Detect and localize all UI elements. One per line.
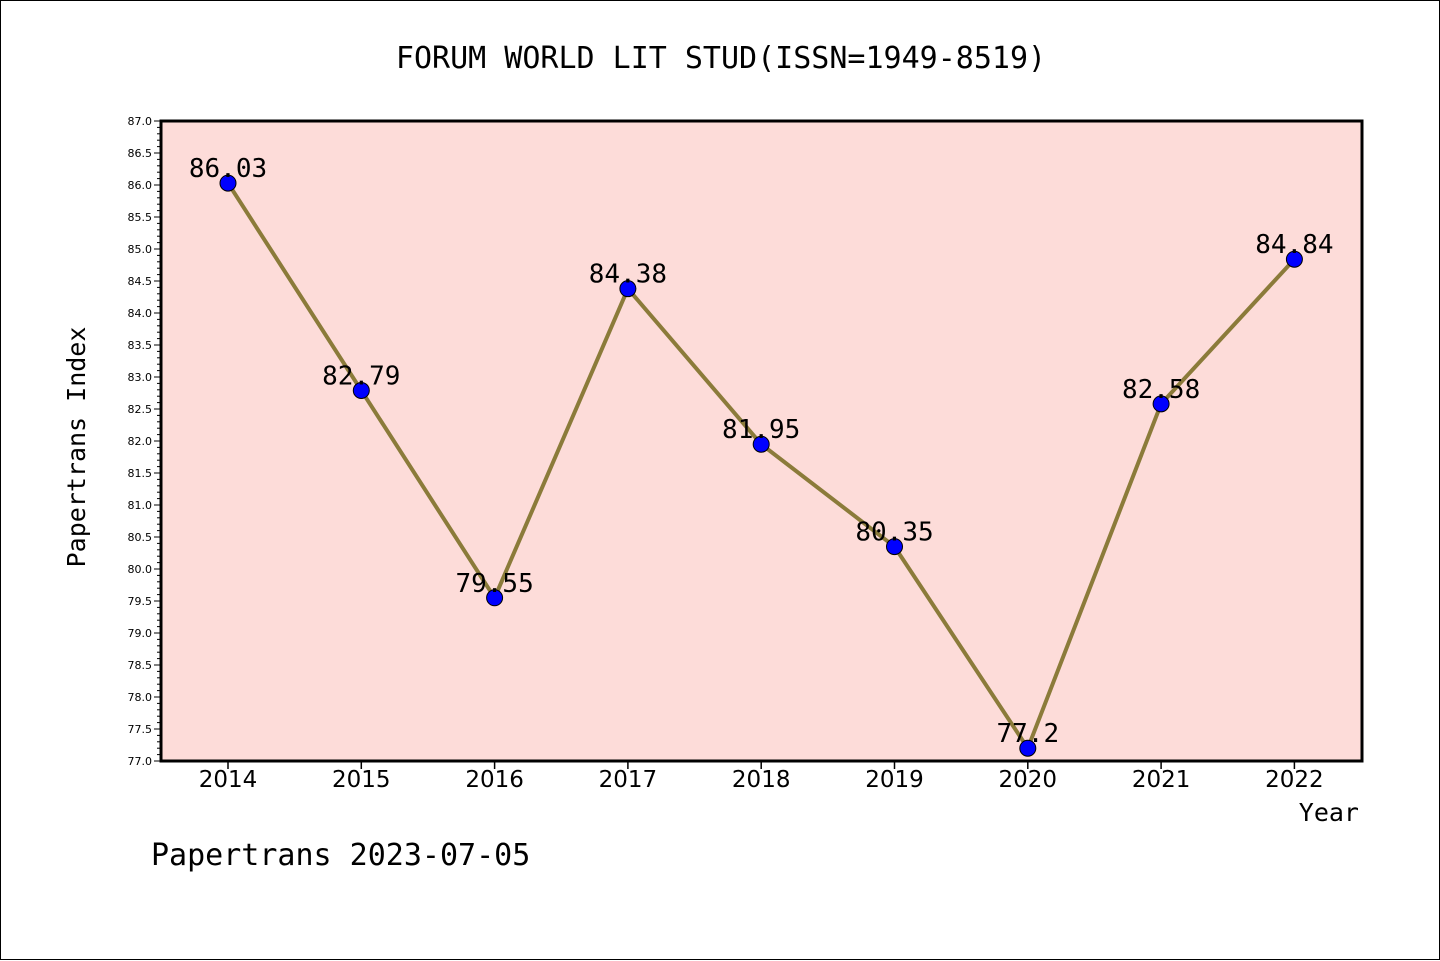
data-point [1019,739,1037,757]
data-point [619,280,637,298]
y-axis: 77.0 77.5 78.0 78.5 79.0 79.5 80.0 80.5 81.0 81.5… [128,115,161,768]
y-tick-label: 83.5 [128,339,153,352]
x-tick-label: 2014 [199,767,258,793]
data-label: 82.79 [322,361,400,391]
data-label: 86.03 [189,154,267,184]
data-label: 84.84 [1255,230,1333,260]
y-tick-label: 86.0 [128,179,153,192]
x-tick-label: 2017 [599,767,658,793]
x-tick-label: 2021 [1132,767,1191,793]
y-tick-label: 86.5 [128,147,153,160]
y-tick-label: 79.5 [128,595,153,608]
y-tick-label: 83.0 [128,371,153,384]
x-tick-label: 2015 [332,767,391,793]
data-point [352,381,370,399]
y-tick-label: 84.5 [128,275,153,288]
x-tick-label: 2020 [999,767,1058,793]
y-tick-label: 82.0 [128,435,153,448]
data-point [886,538,903,556]
y-tick-label: 81.0 [128,499,153,512]
x-tick-label: 2019 [865,767,924,793]
y-tick-label: 79.0 [128,627,153,640]
y-tick-label: 81.5 [128,467,153,480]
y-tick-label: 82.5 [128,403,153,416]
x-axis-label: Year [1299,798,1359,827]
x-tick-label: 2016 [465,767,524,793]
y-tick-label: 85.0 [128,243,153,256]
y-tick-label: 78.0 [128,691,153,704]
data-label: 77.2 [996,719,1059,749]
y-tick-label: 78.5 [128,659,153,672]
data-labels: 86.03 82.79 79.55 84.38 81.95 80.35 77.2 82.58 8… [189,154,1334,749]
data-label: 84.38 [589,260,667,290]
data-point [219,174,237,192]
chart-title: FORUM WORLD LIT STUD(ISSN=1949-8519) [396,41,1046,76]
y-tick-label: 84.0 [128,307,153,320]
data-label: 80.35 [855,518,933,548]
data-points [219,174,1303,757]
data-point [752,435,770,453]
y-tick-label: 77.5 [128,723,153,736]
y-axis-label: Papertrans Index [62,327,91,568]
x-axis: 2014 2015 2016 2017 2018 2019 2020 2021 2022 [199,761,1324,793]
y-tick-label: 87.0 [128,115,153,128]
data-label: 81.95 [722,415,800,445]
data-point [1152,395,1170,413]
y-tick-label: 77.0 [128,755,153,768]
data-point [486,589,504,607]
y-tick-label: 80.5 [128,531,153,544]
y-tick-label: 80.0 [128,563,153,576]
x-tick-label: 2018 [732,767,791,793]
data-label: 79.55 [455,569,533,599]
x-tick-label: 2022 [1265,767,1324,793]
y-tick-label: 85.5 [128,211,153,224]
data-point [1285,250,1303,268]
footer-credit: Papertrans 2023-07-05 [151,838,530,873]
data-label: 82.58 [1122,375,1200,405]
